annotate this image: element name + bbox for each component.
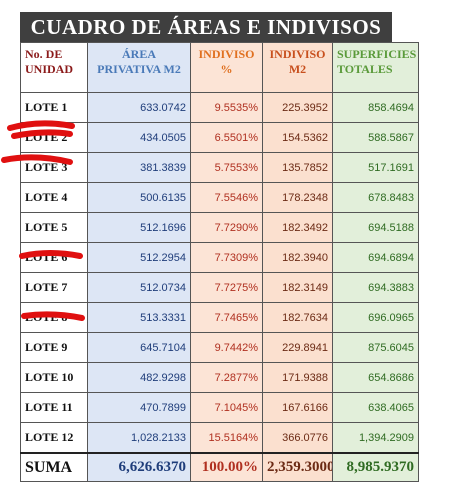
header-row: No. DE UNIDAD ÁREA PRIVATIVA M2 INDIVISO %… bbox=[20, 42, 419, 93]
row-label: LOTE 7 bbox=[20, 272, 88, 303]
value-cell: 7.2877% bbox=[190, 362, 263, 393]
row-label: LOTE 11 bbox=[20, 392, 88, 423]
table-row: LOTE 3 381.3839 5.7553% 135.7852 517.1691 bbox=[20, 152, 419, 183]
total-row: SUMA 6,626.6370 100.00% 2,359.3000 8,985.937… bbox=[20, 452, 419, 482]
value-cell: 178.2348 bbox=[262, 182, 333, 213]
value-cell: 182.3149 bbox=[262, 272, 333, 303]
value-cell: 678.8483 bbox=[332, 182, 419, 213]
header-cell: ÁREA PRIVATIVA M2 bbox=[87, 42, 191, 93]
areas-table: No. DE UNIDAD ÁREA PRIVATIVA M2 INDIVISO %… bbox=[20, 42, 419, 482]
value-cell: 512.1696 bbox=[87, 212, 191, 243]
value-cell: 470.7899 bbox=[87, 392, 191, 423]
value-cell: 15.5164% bbox=[190, 422, 263, 454]
value-cell: 182.3940 bbox=[262, 242, 333, 273]
total-cell: 8,985.9370 bbox=[332, 452, 419, 482]
value-cell: 694.5188 bbox=[332, 212, 419, 243]
header-cell: INDIVISO % bbox=[190, 42, 263, 93]
value-cell: 588.5867 bbox=[332, 122, 419, 153]
table-row: LOTE 5 512.1696 7.7290% 182.3492 694.5188 bbox=[20, 212, 419, 243]
value-cell: 7.7275% bbox=[190, 272, 263, 303]
value-cell: 381.3839 bbox=[87, 152, 191, 183]
total-cell: 6,626.6370 bbox=[87, 452, 191, 482]
value-cell: 229.8941 bbox=[262, 332, 333, 363]
value-cell: 167.6166 bbox=[262, 392, 333, 423]
value-cell: 9.5535% bbox=[190, 92, 263, 123]
table-row: LOTE 10 482.9298 7.2877% 171.9388 654.8686 bbox=[20, 362, 419, 393]
value-cell: 875.6045 bbox=[332, 332, 419, 363]
total-cell: 100.00% bbox=[190, 452, 263, 482]
value-cell: 638.4065 bbox=[332, 392, 419, 423]
table-title: CUADRO DE ÁREAS E INDIVISOS bbox=[20, 12, 392, 42]
header-cell: INDIVISO M2 bbox=[262, 42, 333, 93]
value-cell: 500.6135 bbox=[87, 182, 191, 213]
value-cell: 696.0965 bbox=[332, 302, 419, 333]
table-row: LOTE 11 470.7899 7.1045% 167.6166 638.4065 bbox=[20, 392, 419, 423]
value-cell: 7.7309% bbox=[190, 242, 263, 273]
row-label: LOTE 10 bbox=[20, 362, 88, 393]
value-cell: 7.1045% bbox=[190, 392, 263, 423]
table-row: LOTE 1 633.0742 9.5535% 225.3952 858.4694 bbox=[20, 92, 419, 123]
row-label: LOTE 6 bbox=[20, 242, 88, 273]
value-cell: 1,028.2133 bbox=[87, 422, 191, 454]
value-cell: 517.1691 bbox=[332, 152, 419, 183]
value-cell: 182.7634 bbox=[262, 302, 333, 333]
value-cell: 694.3883 bbox=[332, 272, 419, 303]
value-cell: 171.9388 bbox=[262, 362, 333, 393]
value-cell: 7.7465% bbox=[190, 302, 263, 333]
row-label: LOTE 12 bbox=[20, 422, 88, 454]
value-cell: 182.3492 bbox=[262, 212, 333, 243]
value-cell: 7.5546% bbox=[190, 182, 263, 213]
table-row: LOTE 9 645.7104 9.7442% 229.8941 875.6045 bbox=[20, 332, 419, 363]
row-label: LOTE 1 bbox=[20, 92, 88, 123]
row-label: LOTE 8 bbox=[20, 302, 88, 333]
value-cell: 225.3952 bbox=[262, 92, 333, 123]
row-label: LOTE 3 bbox=[20, 152, 88, 183]
value-cell: 512.0734 bbox=[87, 272, 191, 303]
value-cell: 135.7852 bbox=[262, 152, 333, 183]
table-row: LOTE 8 513.3331 7.7465% 182.7634 696.0965 bbox=[20, 302, 419, 333]
value-cell: 513.3331 bbox=[87, 302, 191, 333]
table-row: LOTE 2 434.0505 6.5501% 154.5362 588.5867 bbox=[20, 122, 419, 153]
value-cell: 858.4694 bbox=[332, 92, 419, 123]
table-row: LOTE 12 1,028.2133 15.5164% 366.0776 1,394.2… bbox=[20, 422, 419, 454]
table-row: LOTE 6 512.2954 7.7309% 182.3940 694.6894 bbox=[20, 242, 419, 273]
row-label: LOTE 9 bbox=[20, 332, 88, 363]
value-cell: 512.2954 bbox=[87, 242, 191, 273]
table-body: LOTE 1 633.0742 9.5535% 225.3952 858.4694 LOT… bbox=[20, 92, 419, 454]
value-cell: 9.7442% bbox=[190, 332, 263, 363]
value-cell: 5.7553% bbox=[190, 152, 263, 183]
table-row: LOTE 4 500.6135 7.5546% 178.2348 678.8483 bbox=[20, 182, 419, 213]
header-cell: SUPERFICIES TOTALES bbox=[332, 42, 419, 93]
value-cell: 6.5501% bbox=[190, 122, 263, 153]
header-cell: No. DE UNIDAD bbox=[20, 42, 88, 93]
value-cell: 482.9298 bbox=[87, 362, 191, 393]
value-cell: 366.0776 bbox=[262, 422, 333, 454]
value-cell: 645.7104 bbox=[87, 332, 191, 363]
value-cell: 434.0505 bbox=[87, 122, 191, 153]
value-cell: 694.6894 bbox=[332, 242, 419, 273]
value-cell: 633.0742 bbox=[87, 92, 191, 123]
row-label: LOTE 5 bbox=[20, 212, 88, 243]
total-cell: 2,359.3000 bbox=[262, 452, 333, 482]
value-cell: 154.5362 bbox=[262, 122, 333, 153]
row-label: LOTE 4 bbox=[20, 182, 88, 213]
total-label: SUMA bbox=[20, 452, 88, 482]
value-cell: 654.8686 bbox=[332, 362, 419, 393]
value-cell: 7.7290% bbox=[190, 212, 263, 243]
row-label: LOTE 2 bbox=[20, 122, 88, 153]
table-row: LOTE 7 512.0734 7.7275% 182.3149 694.3883 bbox=[20, 272, 419, 303]
value-cell: 1,394.2909 bbox=[332, 422, 419, 454]
